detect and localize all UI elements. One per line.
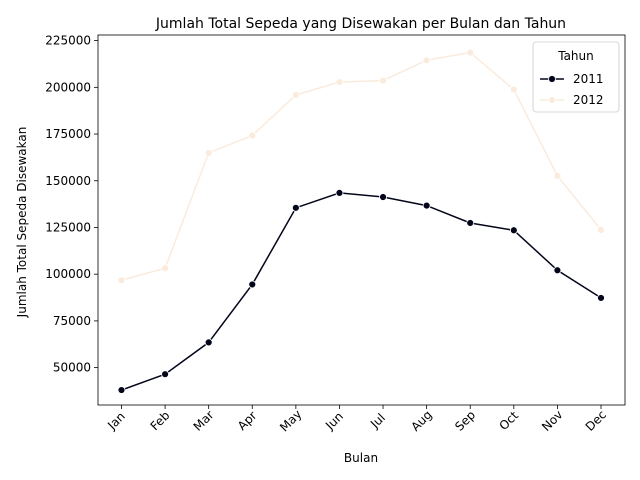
data-point: [466, 219, 475, 227]
x-tick-label: Jan: [104, 409, 128, 433]
data-point: [422, 56, 431, 65]
legend-label: 2011: [573, 72, 604, 86]
data-point: [597, 294, 605, 302]
legend: Tahun 2011 2012: [532, 41, 620, 113]
data-point: [117, 276, 126, 285]
plot-frame: [97, 34, 626, 406]
y-tick-label: 225000: [45, 34, 91, 48]
x-tick-label: Mar: [191, 408, 217, 434]
data-point: [204, 338, 213, 347]
data-point: [248, 280, 257, 289]
y-tick-label: 100000: [45, 267, 91, 281]
data-point: [422, 201, 431, 210]
data-point: [379, 76, 387, 85]
y-tick-label: 150000: [45, 174, 91, 188]
y-tick-label: 50000: [53, 361, 91, 375]
chart-title: Jumlah Total Sepeda yang Disewakan per B…: [155, 16, 566, 32]
data-point: [204, 149, 213, 157]
y-axis-label: Jumlah Total Sepeda Disewakan: [15, 127, 29, 319]
data-point: [161, 370, 169, 379]
data-point: [379, 193, 387, 201]
data-point: [117, 386, 126, 394]
x-tick-label: Jun: [322, 409, 346, 433]
data-point: [291, 203, 300, 212]
y-tick-label: 125000: [45, 220, 91, 234]
x-axis-label: Bulan: [344, 451, 378, 465]
data-point: [553, 171, 562, 180]
legend-box: [532, 41, 620, 113]
x-tick-label: Dec: [583, 408, 609, 434]
data-point: [161, 264, 169, 273]
legend-title: Tahun: [557, 49, 594, 63]
x-tick-label: Jul: [367, 411, 388, 432]
legend-swatch-marker: [548, 96, 556, 104]
x-tick-label: May: [277, 407, 304, 434]
legend-label: 2012: [573, 93, 604, 107]
x-tick-label: Feb: [148, 408, 173, 433]
x-tick-label: Sep: [452, 408, 478, 434]
series-line: [121, 192, 602, 391]
y-tick-label: 75000: [53, 314, 91, 328]
x-tick-label: Aug: [408, 408, 434, 434]
data-point: [335, 189, 344, 197]
data-point: [597, 226, 605, 234]
legend-swatch-marker: [548, 75, 556, 83]
data-point: [248, 131, 257, 140]
data-point: [291, 91, 300, 99]
data-point: [553, 266, 562, 275]
x-tick-label: Apr: [235, 408, 260, 433]
data-point: [466, 48, 475, 57]
y-tick-label: 200000: [45, 80, 91, 94]
data-point: [509, 85, 518, 94]
x-tick-label: Oct: [496, 408, 521, 433]
y-tick-label: 175000: [45, 127, 91, 141]
x-tick-label: Nov: [539, 408, 565, 434]
series-line: [121, 51, 602, 281]
data-point: [509, 226, 518, 235]
data-point: [335, 78, 344, 86]
